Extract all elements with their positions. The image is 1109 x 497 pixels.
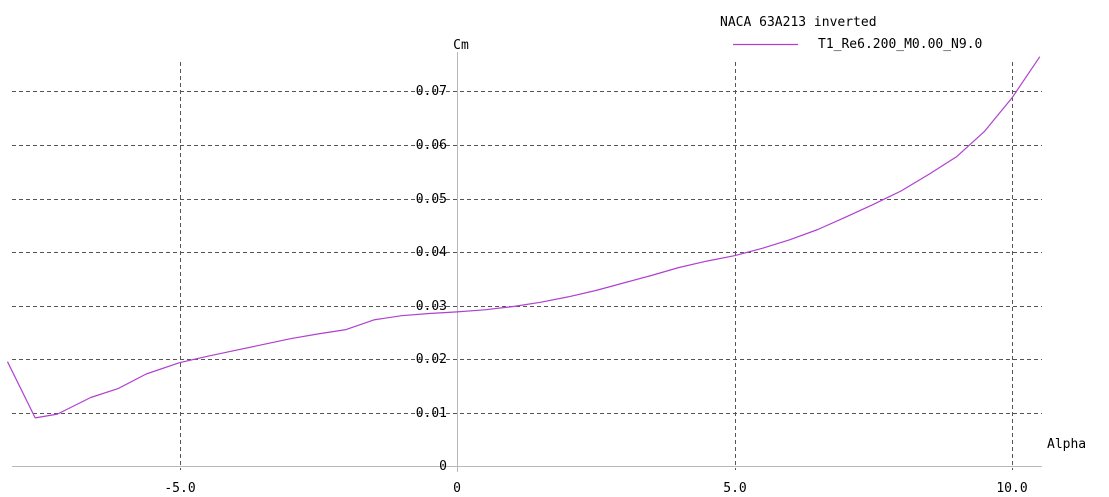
legend-title: NACA 63A213 inverted xyxy=(720,15,877,30)
x-tick-label: 0 xyxy=(453,481,461,496)
y-tick-label: 0.03 xyxy=(416,299,447,314)
x-tick-label: 5.0 xyxy=(723,481,746,496)
tick-labels: 0 0.01 0.02 0.03 0.04 0.05 0.06 0.07 -5.0 0 5.0 10.… xyxy=(164,84,1027,496)
axes xyxy=(12,52,1042,472)
y-tick-label: 0.06 xyxy=(416,138,447,153)
y-tick-label: 0.01 xyxy=(416,406,447,421)
series-line xyxy=(6,56,1041,419)
y-tick-label: 0.04 xyxy=(416,245,447,260)
y-tick-label: 0.02 xyxy=(416,352,447,367)
x-tick-label: -5.0 xyxy=(164,481,195,496)
grid-lines xyxy=(12,62,1042,470)
x-tick-label: 10.0 xyxy=(996,481,1027,496)
legend-series-label: T1_Re6.200_M0.00_N9.0 xyxy=(818,37,982,52)
y-tick-label: 0.07 xyxy=(416,84,447,99)
x-axis-title: Alpha xyxy=(1047,437,1086,452)
y-tick-label: 0 xyxy=(439,459,447,474)
legend: NACA 63A213 inverted T1_Re6.200_M0.00_N9… xyxy=(720,15,982,52)
y-axis-title: Cm xyxy=(453,38,469,53)
y-tick-label: 0.05 xyxy=(416,192,447,207)
series-lines xyxy=(6,56,1041,419)
